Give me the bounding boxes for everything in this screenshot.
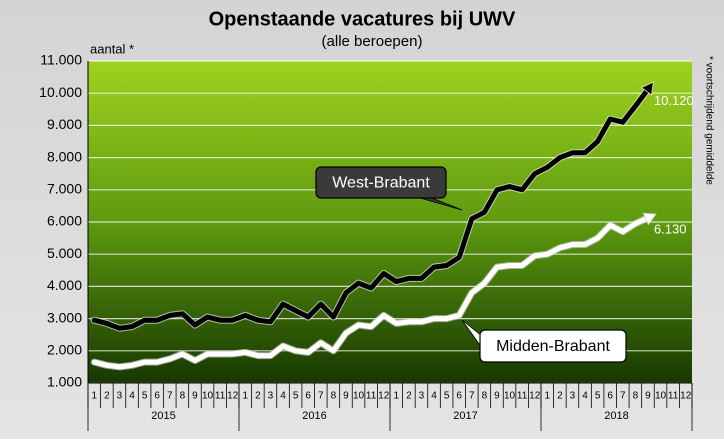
x-tick-label: 3 [117, 391, 123, 402]
x-tick-label: 9 [343, 391, 349, 402]
x-tick-label: 2 [255, 391, 261, 402]
arrow-head [642, 212, 657, 226]
data-label: 6.130 [654, 221, 687, 236]
x-tick-label: 5 [595, 391, 601, 402]
x-tick-label: 12 [378, 391, 390, 402]
x-tick-label: 10 [504, 391, 516, 402]
y-tick-label: 7.000 [47, 181, 82, 197]
x-tick-label: 10 [655, 391, 667, 402]
x-tick-label: 4 [582, 391, 588, 402]
x-tick-label: 8 [331, 391, 337, 402]
x-tick-label: 5 [142, 391, 148, 402]
x-tick-label: 6 [305, 391, 311, 402]
arrow-head [640, 81, 654, 96]
y-tick-label: 9.000 [47, 116, 82, 132]
x-tick-label: 8 [180, 391, 186, 402]
year-label: 2015 [151, 410, 175, 422]
y-tick-label: 1.000 [47, 374, 82, 390]
x-tick-label: 1 [243, 391, 249, 402]
x-tick-label: 1 [394, 391, 400, 402]
y-tick-label: 6.000 [47, 213, 82, 229]
x-tick-label: 11 [366, 391, 377, 402]
x-tick-label: 9 [192, 391, 198, 402]
x-tick-label: 12 [680, 391, 692, 402]
y-tick-label: 10.000 [39, 84, 82, 100]
x-tick-label: 7 [469, 391, 475, 402]
x-tick-label: 7 [318, 391, 324, 402]
x-tick-label: 6 [456, 391, 462, 402]
line [91, 86, 651, 331]
chart-title: Openstaande vacatures bij UWV [209, 8, 516, 30]
x-tick-label: 12 [529, 391, 541, 402]
x-tick-label: 2 [406, 391, 412, 402]
x-tick-label: 11 [517, 391, 528, 402]
y-tick-label: 5.000 [47, 245, 82, 261]
y-tick-label: 11.000 [40, 52, 82, 68]
x-tick-label: 1 [545, 391, 551, 402]
x-tick-label: 2 [557, 391, 563, 402]
chart-subtitle: (alle beroepen) [322, 33, 423, 50]
x-tick-label: 5 [293, 391, 299, 402]
x-tick-label: 9 [494, 391, 500, 402]
x-tick-label: 3 [268, 391, 274, 402]
year-label: 2016 [302, 410, 326, 422]
year-label: 2018 [604, 410, 628, 422]
x-tick-label: 7 [167, 391, 173, 402]
x-tick-label: 4 [280, 391, 286, 402]
note: * voortschrijdend gemiddelde [703, 56, 714, 185]
x-tick-label: 10 [202, 391, 214, 402]
y-tick-label: 2.000 [47, 342, 82, 358]
x-tick-label: 11 [215, 391, 226, 402]
data-label: 10.120 [654, 93, 694, 108]
x-tick-label: 3 [419, 391, 425, 402]
x-tick-label: 11 [668, 391, 679, 402]
x-tick-label: 7 [620, 391, 626, 402]
line [91, 215, 651, 370]
x-tick-label: 9 [645, 391, 651, 402]
legend-label: West-Brabant [332, 175, 430, 192]
x-tick-label: 2 [104, 391, 110, 402]
x-tick-label: 8 [633, 391, 639, 402]
x-tick-label: 5 [444, 391, 450, 402]
y-tick-label: 4.000 [47, 277, 82, 293]
y-axis-label: aantal * [90, 41, 134, 56]
x-tick-label: 4 [129, 391, 135, 402]
x-tick-label: 12 [227, 391, 239, 402]
year-label: 2017 [453, 410, 477, 422]
x-tick-label: 1 [92, 391, 98, 402]
x-tick-label: 3 [570, 391, 576, 402]
x-tick-label: 10 [353, 391, 365, 402]
y-tick-label: 8.000 [47, 148, 82, 164]
legend-label: Midden-Brabant [496, 338, 610, 355]
x-tick-label: 6 [154, 391, 160, 402]
legend-box [479, 329, 627, 363]
legend-box [315, 166, 447, 199]
x-tick-label: 6 [607, 391, 613, 402]
x-tick-label: 8 [482, 391, 488, 402]
y-tick-label: 3.000 [47, 309, 82, 325]
x-tick-label: 4 [431, 391, 437, 402]
